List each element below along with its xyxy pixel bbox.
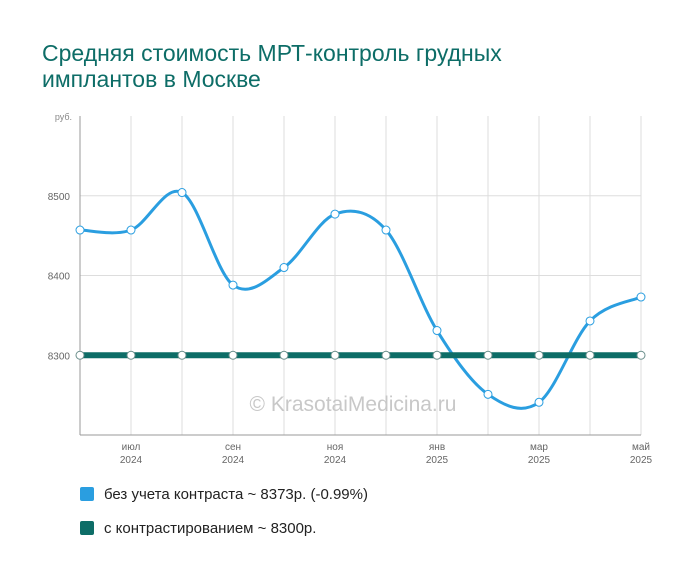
data-point	[381, 350, 391, 360]
y-unit-label: руб.	[55, 112, 72, 122]
legend-swatch-contrast	[80, 521, 94, 535]
data-point	[432, 326, 442, 336]
data-point	[177, 188, 187, 198]
data-point	[585, 350, 595, 360]
x-tick-label-year: 2024	[222, 455, 245, 466]
legend-label-contrast: с контрастированием ~ 8300р.	[104, 519, 317, 537]
x-tick-label-month: июл	[122, 442, 141, 453]
data-point	[177, 350, 187, 360]
legend-item-contrast[interactable]: с контрастированием ~ 8300р.	[80, 518, 368, 538]
data-point	[126, 225, 136, 235]
x-tick-label-month: мар	[530, 442, 548, 453]
data-point	[126, 350, 136, 360]
data-point	[279, 263, 289, 273]
y-tick-label: 8500	[48, 192, 71, 203]
x-tick-label-month: май	[632, 442, 650, 453]
x-tick-label-year: 2025	[630, 455, 653, 466]
x-tick-label-year: 2024	[120, 455, 143, 466]
data-point	[381, 225, 391, 235]
data-point	[636, 350, 646, 360]
data-point	[330, 209, 340, 219]
data-point	[483, 389, 493, 399]
x-tick-label-month: сен	[225, 442, 241, 453]
x-tick-label-month: ноя	[327, 442, 344, 453]
y-tick-label: 8300	[48, 351, 71, 362]
x-tick-label-year: 2025	[426, 455, 449, 466]
legend-item-no-contrast[interactable]: без учета контраста ~ 8373р. (-0.99%)	[80, 484, 368, 504]
data-point	[279, 350, 289, 360]
data-point	[534, 350, 544, 360]
legend-label-no-contrast: без учета контраста ~ 8373р. (-0.99%)	[104, 485, 368, 503]
data-point	[228, 280, 238, 290]
y-tick-label: 8400	[48, 272, 71, 283]
data-point	[534, 397, 544, 407]
x-tick-label-month: янв	[429, 442, 445, 453]
x-tick-label-year: 2025	[528, 455, 551, 466]
data-point	[330, 350, 340, 360]
chart-legend: без учета контраста ~ 8373р. (-0.99%) с …	[80, 484, 368, 552]
chart-title: Средняя стоимость МРТ-контроль грудных и…	[42, 40, 502, 92]
line-chart: 8300 8400 8500 руб. июл 2024 сен 2024 ноя 2024 янв…	[48, 112, 653, 466]
legend-swatch-no-contrast	[80, 487, 94, 501]
x-tick-label-year: 2024	[324, 455, 347, 466]
series-line-0	[78, 189, 643, 410]
watermark: © KrasotaiMedicina.ru	[250, 393, 457, 416]
data-point	[75, 350, 85, 360]
data-point	[75, 225, 85, 235]
data-point	[432, 350, 442, 360]
data-point	[483, 350, 493, 360]
data-point	[585, 316, 595, 326]
data-point	[636, 292, 646, 302]
data-point	[228, 350, 238, 360]
